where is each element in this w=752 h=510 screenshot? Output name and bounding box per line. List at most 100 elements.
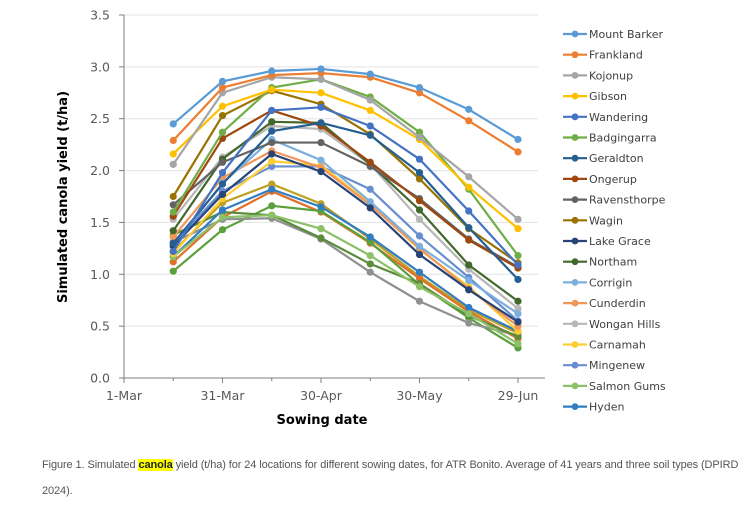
data-point (514, 215, 522, 223)
data-point (465, 183, 473, 191)
legend-item: Ongerup (563, 173, 637, 186)
data-point (169, 239, 177, 247)
data-point (169, 258, 177, 266)
series-line (172, 217, 519, 337)
legend-swatch-marker (571, 154, 579, 162)
caption-highlight: canola (138, 459, 173, 471)
data-point (169, 136, 177, 145)
legend-label: Badgingarra (589, 132, 657, 145)
legend-item: Frankland (563, 49, 643, 62)
legend-swatch-marker (571, 341, 579, 348)
data-point (268, 162, 276, 171)
data-point (465, 207, 473, 215)
data-point (268, 106, 276, 115)
legend-item: Wagin (563, 214, 623, 227)
line-chart: 0.0 0.5 1.0 1.5 2.0 2.5 3.0 3.5 1-Mar 31-Mar 30-A… (56, 8, 666, 429)
legend-item: Mount Barker (563, 28, 664, 41)
legend-swatch-marker (571, 216, 579, 224)
data-point (218, 77, 227, 85)
series-frankland (169, 69, 522, 156)
series-line (172, 188, 519, 333)
legend-label: Frankland (589, 49, 643, 62)
data-point (415, 84, 424, 92)
legend-label: Ravensthorpe (589, 194, 666, 207)
series-line (172, 89, 519, 264)
data-point (218, 128, 227, 136)
legend: Mount Barker Frankland Kojonup Gibson Wander… (563, 28, 666, 414)
data-point (366, 252, 374, 260)
legend-swatch-marker (571, 196, 579, 204)
data-point (366, 260, 374, 268)
caption-text-after: yield (t/ha) for 24 locations for differ… (42, 459, 739, 497)
x-tick-label: 29-Jun (498, 388, 539, 403)
series-line (172, 121, 519, 281)
data-point (514, 304, 522, 313)
x-tick-label: 30-Apr (300, 388, 343, 403)
axes (123, 15, 545, 379)
data-point (415, 232, 424, 240)
data-point (514, 135, 522, 144)
legend-label: Wandering (589, 111, 648, 124)
data-point (317, 203, 325, 211)
legend-item: Mingenew (563, 359, 645, 372)
legend-swatch-marker (571, 361, 579, 369)
legend-label: Salmon Gums (589, 380, 666, 393)
data-point (366, 268, 374, 276)
data-point (465, 276, 473, 285)
series-line (172, 149, 519, 328)
data-point (415, 89, 424, 97)
series-lines (169, 65, 522, 348)
legend-swatch-marker (571, 113, 579, 121)
x-tick-label: 30-May (396, 388, 443, 403)
data-point (169, 201, 177, 209)
data-point (218, 169, 227, 177)
data-point (465, 303, 473, 312)
legend-item: Corrigin (563, 276, 632, 289)
x-tick-label: 1-Mar (106, 388, 143, 403)
data-point (218, 180, 227, 188)
x-axis-title: Sowing date (277, 413, 368, 428)
legend-item: Cunderdin (563, 297, 646, 310)
data-point (366, 70, 374, 78)
y-tick-label: 3.0 (90, 59, 110, 74)
data-point (415, 274, 424, 283)
data-point (415, 283, 424, 291)
data-point (465, 173, 473, 181)
series-line (172, 160, 519, 333)
series-line (172, 204, 519, 349)
data-point (415, 175, 424, 183)
series-line (172, 67, 519, 141)
data-point (366, 158, 374, 166)
data-point (218, 102, 227, 110)
data-point (465, 236, 473, 244)
data-point (218, 213, 227, 221)
figure-caption: Figure 1. Simulated canola yield (t/ha) … (42, 452, 742, 504)
data-point (169, 160, 177, 168)
series-line (172, 214, 519, 345)
data-point (317, 89, 325, 97)
data-point (268, 86, 276, 94)
legend-item: Badgingarra (563, 132, 657, 145)
series-wandering (169, 103, 522, 269)
data-point (514, 332, 522, 341)
data-point (268, 211, 276, 219)
data-point (415, 133, 424, 141)
legend-label: Northam (589, 256, 637, 269)
legend-label: Kojonup (589, 69, 633, 82)
data-point (268, 185, 276, 193)
data-point (268, 202, 276, 210)
legend-item: Carnamah (563, 339, 646, 352)
data-point (169, 267, 177, 275)
data-point (514, 261, 522, 269)
legend-swatch-marker (571, 258, 579, 266)
data-point (268, 127, 276, 135)
data-point (415, 297, 424, 305)
data-point (514, 225, 522, 233)
data-point (169, 208, 177, 216)
data-point (218, 112, 227, 120)
data-point (415, 155, 424, 163)
y-tick-label: 3.5 (90, 8, 110, 23)
data-point (268, 157, 276, 165)
data-point (169, 150, 177, 158)
legend-swatch-marker (571, 72, 579, 79)
